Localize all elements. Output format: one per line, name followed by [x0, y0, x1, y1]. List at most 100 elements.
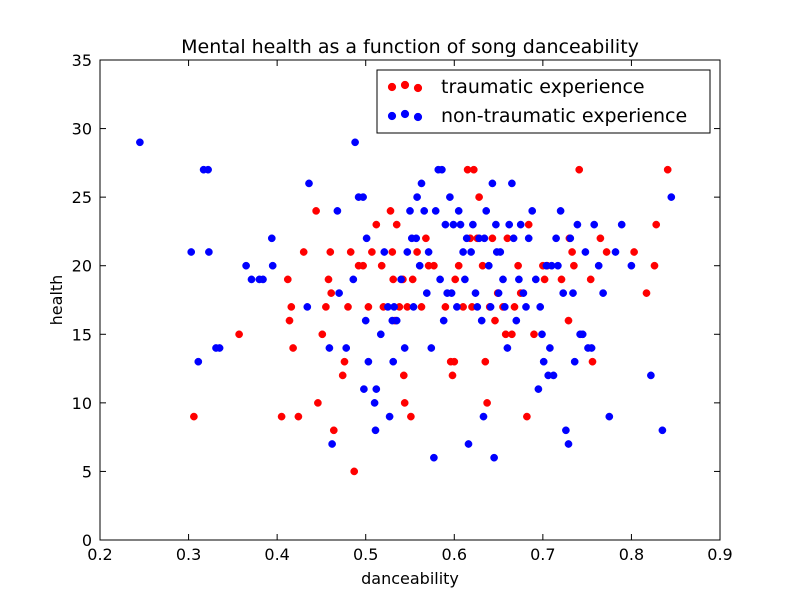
point-traumatic-93 — [663, 165, 672, 174]
point-non-traumatic-121 — [573, 220, 582, 229]
point-traumatic-0 — [190, 412, 198, 421]
point-non-traumatic-26 — [361, 316, 370, 325]
point-non-traumatic-127 — [590, 220, 599, 229]
point-traumatic-5 — [287, 303, 296, 311]
point-traumatic-89 — [630, 248, 638, 256]
point-non-traumatic-73 — [469, 220, 477, 229]
legend-dot-1-1 — [400, 109, 410, 119]
point-traumatic-84 — [575, 165, 584, 174]
y-axis-label: health — [47, 275, 66, 326]
point-non-traumatic-12 — [267, 234, 276, 243]
point-traumatic-90 — [642, 289, 651, 297]
point-traumatic-14 — [326, 248, 335, 256]
point-non-traumatic-131 — [611, 248, 620, 256]
point-non-traumatic-66 — [454, 207, 463, 215]
point-traumatic-69 — [508, 330, 516, 339]
point-non-traumatic-13 — [268, 261, 277, 270]
point-non-traumatic-53 — [427, 344, 436, 352]
point-non-traumatic-97 — [516, 220, 525, 229]
point-traumatic-26 — [372, 220, 381, 229]
point-non-traumatic-123 — [578, 330, 587, 339]
point-non-traumatic-128 — [594, 261, 603, 270]
point-traumatic-1 — [235, 330, 243, 339]
y-tick-label-3: 15 — [72, 325, 92, 344]
axis-ticks: 0.2 0.3 0.4 0.5 0.6 0.7 0.8 0.9 0 5 10 15 20 25 30 35 — [72, 51, 733, 564]
point-non-traumatic-67 — [456, 220, 465, 229]
point-non-traumatic-101 — [528, 207, 537, 215]
point-traumatic-11 — [318, 330, 327, 339]
point-traumatic-74 — [524, 220, 533, 229]
point-traumatic-19 — [344, 303, 352, 311]
x-tick-label-5: 0.7 — [530, 545, 555, 564]
point-non-traumatic-50 — [420, 207, 429, 215]
point-traumatic-50 — [451, 275, 460, 284]
point-non-traumatic-27 — [362, 234, 371, 243]
point-non-traumatic-35 — [385, 412, 394, 421]
point-traumatic-77 — [540, 275, 549, 284]
point-traumatic-58 — [475, 193, 483, 201]
point-non-traumatic-80 — [482, 207, 491, 215]
point-traumatic-42 — [417, 303, 426, 311]
point-traumatic-60 — [481, 357, 490, 366]
point-traumatic-64 — [491, 316, 499, 325]
point-non-traumatic-60 — [441, 220, 450, 229]
point-traumatic-29 — [386, 207, 395, 215]
point-non-traumatic-82 — [486, 303, 495, 311]
point-non-traumatic-98 — [519, 289, 528, 297]
point-traumatic-48 — [448, 371, 457, 380]
point-non-traumatic-95 — [512, 316, 521, 325]
point-non-traumatic-0 — [136, 138, 144, 147]
point-non-traumatic-48 — [415, 261, 424, 270]
point-non-traumatic-120 — [570, 357, 579, 366]
point-traumatic-36 — [399, 371, 408, 380]
point-traumatic-63 — [488, 234, 497, 243]
x-tick-label-7: 0.9 — [707, 545, 732, 564]
point-non-traumatic-104 — [536, 303, 545, 311]
point-non-traumatic-52 — [424, 248, 433, 256]
point-non-traumatic-24 — [359, 193, 367, 201]
point-non-traumatic-116 — [562, 426, 570, 435]
point-non-traumatic-135 — [658, 426, 667, 435]
point-non-traumatic-72 — [467, 248, 475, 256]
point-non-traumatic-30 — [371, 426, 380, 435]
point-traumatic-70 — [510, 303, 519, 311]
legend-dot-0-0 — [387, 82, 397, 92]
point-non-traumatic-102 — [531, 275, 540, 284]
point-non-traumatic-32 — [376, 330, 385, 339]
point-non-traumatic-75 — [473, 303, 482, 311]
x-tick-label-4: 0.6 — [442, 545, 467, 564]
point-traumatic-41 — [413, 248, 421, 256]
point-non-traumatic-18 — [333, 207, 342, 215]
legend-marker-non-traumatic — [387, 109, 423, 122]
point-non-traumatic-63 — [447, 289, 456, 297]
point-traumatic-86 — [588, 357, 597, 366]
point-non-traumatic-129 — [599, 289, 607, 297]
point-non-traumatic-117 — [564, 440, 573, 448]
point-traumatic-4 — [285, 316, 294, 325]
point-traumatic-87 — [596, 234, 605, 243]
point-traumatic-24 — [364, 303, 373, 311]
point-non-traumatic-115 — [559, 289, 568, 297]
point-traumatic-15 — [327, 289, 336, 297]
point-non-traumatic-94 — [509, 234, 518, 243]
point-traumatic-71 — [514, 261, 522, 270]
x-tick-label-3: 0.5 — [353, 545, 378, 564]
point-non-traumatic-16 — [325, 344, 334, 352]
point-traumatic-80 — [564, 316, 573, 325]
point-non-traumatic-71 — [464, 440, 473, 448]
point-non-traumatic-79 — [480, 234, 489, 243]
legend-label-traumatic: traumatic experience — [441, 76, 645, 98]
point-non-traumatic-22 — [351, 138, 359, 147]
y-tick-label-4: 20 — [72, 257, 92, 276]
point-non-traumatic-58 — [438, 165, 446, 174]
point-non-traumatic-29 — [370, 399, 379, 407]
point-traumatic-25 — [368, 248, 376, 256]
point-traumatic-91 — [650, 261, 659, 270]
legend-label-non-traumatic: non-traumatic experience — [441, 105, 687, 127]
point-non-traumatic-105 — [538, 330, 546, 339]
point-non-traumatic-2 — [194, 357, 203, 366]
point-traumatic-37 — [400, 399, 409, 407]
point-non-traumatic-70 — [462, 234, 471, 243]
point-non-traumatic-84 — [490, 453, 498, 462]
point-traumatic-46 — [441, 303, 450, 311]
